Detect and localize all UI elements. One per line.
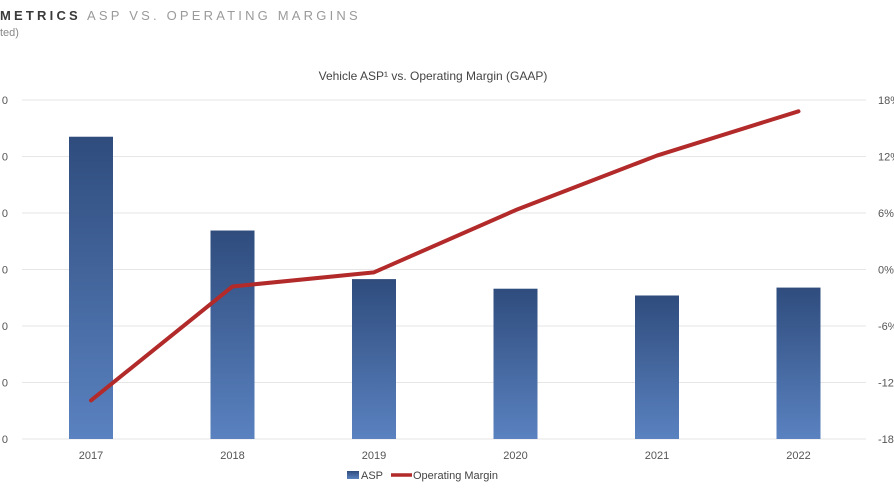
asp-bar	[210, 230, 255, 439]
left-axis: 0 0 0 0 0 0 0	[2, 95, 8, 446]
x-tick-label: 2019	[362, 450, 386, 462]
asp-bar	[776, 287, 821, 439]
left-tick-label: 0	[2, 265, 8, 277]
header-title-strong: METRICS	[0, 8, 81, 23]
line-series	[89, 109, 801, 403]
page-header: METRICS ASP VS. OPERATING MARGINS ted)	[0, 8, 361, 39]
right-axis: -18 -12 -6% 0% 6% 12% 18%	[878, 95, 894, 446]
x-tick-label: 2020	[503, 450, 527, 462]
chart-title: Vehicle ASP¹ vs. Operating Margin (GAAP)	[319, 69, 548, 83]
asp-bar	[69, 136, 113, 439]
legend-asp-swatch	[347, 471, 359, 479]
right-tick-label: -6%	[878, 321, 894, 333]
x-tick-label: 2022	[786, 450, 810, 462]
asp-bar	[493, 288, 538, 439]
right-tick-label: -18	[878, 434, 894, 446]
left-tick-label: 0	[2, 434, 8, 446]
legend: ASP Operating Margin	[347, 470, 498, 482]
right-tick-label: -12	[878, 378, 894, 390]
operating-margin-line	[89, 109, 801, 403]
header-title-rest: ASP VS. OPERATING MARGINS	[87, 8, 361, 23]
left-tick-label: 0	[2, 152, 8, 164]
right-tick-label: 18%	[878, 95, 894, 107]
x-tick-label: 2017	[79, 450, 103, 462]
header-title: METRICS ASP VS. OPERATING MARGINS	[0, 8, 361, 23]
x-tick-label: 2021	[645, 450, 669, 462]
x-axis: 2017 2018 2019 2020 2021 2022	[79, 450, 811, 462]
right-tick-label: 12%	[878, 152, 894, 164]
bar-series	[69, 136, 821, 439]
header-subtitle: ted)	[0, 27, 19, 39]
x-tick-label: 2018	[220, 450, 244, 462]
left-tick-label: 0	[2, 378, 8, 390]
asp-bar	[352, 279, 396, 439]
right-tick-label: 6%	[878, 208, 894, 220]
right-tick-label: 0%	[878, 265, 894, 277]
asp-bar	[635, 295, 679, 439]
legend-asp-label: ASP	[361, 470, 383, 482]
legend-margin-label: Operating Margin	[413, 470, 498, 482]
grid-lines	[22, 99, 866, 440]
left-tick-label: 0	[2, 95, 8, 107]
left-tick-label: 0	[2, 208, 8, 220]
left-tick-label: 0	[2, 321, 8, 333]
